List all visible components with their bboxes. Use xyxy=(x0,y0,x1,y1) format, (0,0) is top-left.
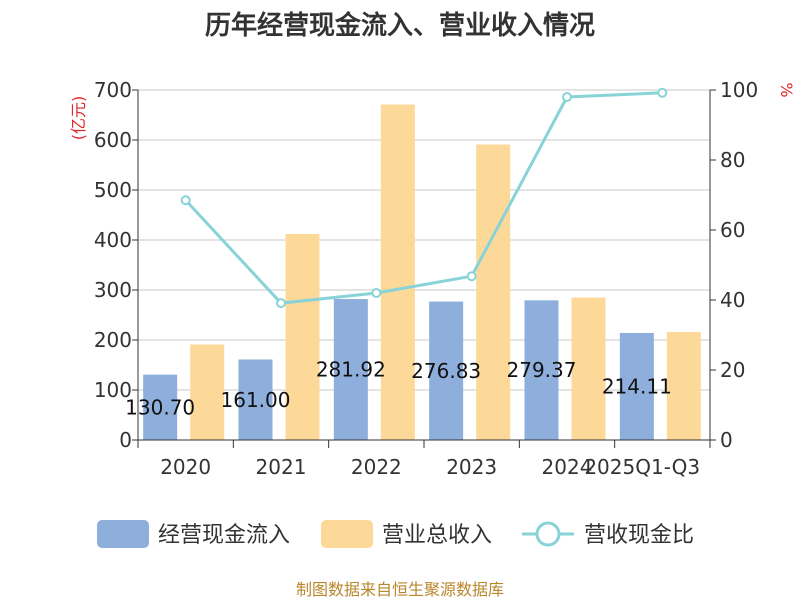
bars xyxy=(143,104,701,440)
bar-data-label: 276.83 xyxy=(411,359,481,383)
legend-label-revenue: 营业总收入 xyxy=(382,523,492,548)
chart-title: 历年经营现金流入、营业收入情况 xyxy=(205,10,595,41)
bar-data-label: 279.37 xyxy=(507,358,577,382)
ratio-line-path xyxy=(184,91,663,305)
bar-data-label: 214.11 xyxy=(602,374,672,398)
bar-cash-inflow xyxy=(524,300,559,440)
bar-cash-inflow xyxy=(619,332,654,440)
bar-revenue xyxy=(571,297,606,440)
legend-swatch-ratio-marker xyxy=(535,521,561,547)
bar-labels: 130.70 161.00 281.92 276.83 279.37 214.11 xyxy=(125,358,672,420)
x-tick-label: 2022 xyxy=(351,455,402,479)
ratio-point xyxy=(276,298,286,309)
right-axis-unit: % xyxy=(777,82,796,97)
source-text: 制图数据来自恒生聚源数据库 xyxy=(296,580,504,599)
bar-data-label: 161.00 xyxy=(221,388,291,412)
right-tick-label: 0 xyxy=(720,428,733,452)
left-tick-label: 700 xyxy=(94,78,132,102)
ratio-line xyxy=(180,87,668,309)
bar-revenue xyxy=(285,234,320,440)
left-tick-label: 0 xyxy=(119,428,132,452)
right-tick-label: 100 xyxy=(720,78,758,102)
x-tick-label: 2021 xyxy=(256,455,307,479)
ratio-point xyxy=(371,288,382,298)
left-tick-label: 200 xyxy=(94,328,132,352)
left-tick-label: 500 xyxy=(94,178,132,202)
left-tick-label: 100 xyxy=(94,378,132,402)
legend-label-ratio: 营收现金比 xyxy=(584,523,694,548)
bar-cash-inflow xyxy=(429,301,464,440)
left-tick-label: 600 xyxy=(94,128,132,152)
ratio-point xyxy=(657,87,668,98)
axes: 0 100 200 300 400 500 600 700 0 20 40 60 80 100 (亿元)% 2… xyxy=(69,78,796,479)
legend: 经营现金流入 营业总收入 营收现金比 xyxy=(97,520,694,548)
right-tick-label: 40 xyxy=(720,288,745,312)
bar-revenue xyxy=(380,104,415,440)
x-tick-label: 2024 xyxy=(542,455,593,479)
legend-swatch-revenue xyxy=(321,520,373,548)
right-tick-label: 80 xyxy=(720,148,745,172)
bar-data-label: 130.70 xyxy=(125,395,195,419)
left-tick-label: 300 xyxy=(94,278,132,302)
legend-label-cash-inflow: 经营现金流入 xyxy=(158,523,290,548)
ratio-point xyxy=(562,92,572,102)
legend-swatch-cash-inflow xyxy=(97,520,149,548)
right-tick-label: 20 xyxy=(720,358,745,382)
bar-cash-inflow xyxy=(333,299,368,440)
right-tick-label: 60 xyxy=(720,218,745,242)
ratio-point xyxy=(466,271,477,282)
x-tick-label: 2023 xyxy=(446,455,497,479)
bar-data-label: 281.92 xyxy=(316,358,386,382)
ratio-point xyxy=(180,195,191,206)
left-tick-label: 400 xyxy=(94,228,132,252)
bar-revenue xyxy=(666,332,701,440)
bar-revenue xyxy=(190,344,225,440)
bar-cash-inflow xyxy=(238,359,273,440)
bar-cash-inflow xyxy=(143,374,178,440)
left-axis-unit: (亿元) xyxy=(69,96,88,141)
gridlines xyxy=(138,89,710,441)
bar-revenue xyxy=(476,144,511,440)
x-tick-label: 2020 xyxy=(160,455,211,479)
x-tick-label: 2025Q1-Q3 xyxy=(584,455,700,479)
